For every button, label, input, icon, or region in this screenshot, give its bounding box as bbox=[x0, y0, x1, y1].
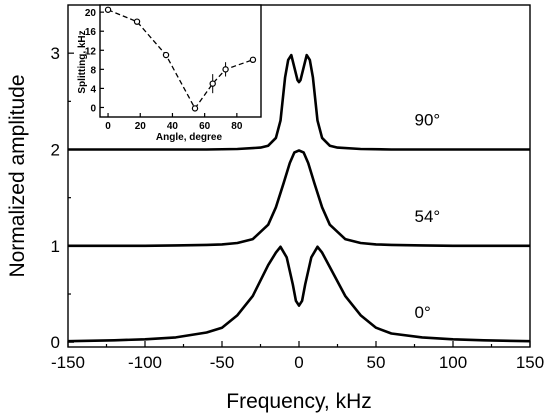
x-tick-label: 150 bbox=[516, 353, 544, 372]
inset-data-point bbox=[133, 18, 141, 25]
inset-splitting-series bbox=[104, 6, 257, 112]
curve-labels: 0° 54° 90° bbox=[415, 110, 441, 322]
inset-x-ticks: 0 20 40 60 80 bbox=[105, 113, 243, 132]
inset-plot-frame bbox=[99, 4, 262, 118]
inset-data-point bbox=[162, 51, 170, 59]
curve-label: 0° bbox=[415, 303, 431, 322]
inset-x-tick-label: 20 bbox=[135, 121, 147, 132]
inset-y-tick-label: 20 bbox=[85, 8, 97, 19]
inset-y-tick-label: 8 bbox=[90, 65, 96, 76]
y-tick-label: 3 bbox=[51, 44, 60, 63]
inset-data-point bbox=[222, 66, 229, 73]
y-axis-title: Normalized amplitude bbox=[6, 74, 29, 277]
inset-chart: 0 20 40 60 80 0 4 8 12 16 20 Angle, degree Splitt… bbox=[77, 4, 262, 143]
x-tick-label: -50 bbox=[210, 353, 235, 372]
inset-background bbox=[100, 5, 261, 117]
y-tick-label: 0 bbox=[51, 333, 60, 352]
inset-data-point bbox=[209, 80, 216, 87]
curve-label: 54° bbox=[415, 207, 441, 226]
inset-x-tick-label: 0 bbox=[105, 121, 111, 132]
spectra-curves bbox=[67, 53, 531, 343]
x-tick-label: 0 bbox=[294, 353, 303, 372]
inset-y-axis-title: Splitting, kHz bbox=[77, 30, 88, 93]
inset-x-axis-title: Angle, degree bbox=[156, 132, 223, 143]
x-tick-label: -100 bbox=[128, 353, 162, 372]
x-axis-title: Frequency, kHz bbox=[226, 390, 372, 413]
inset-data-point bbox=[249, 56, 257, 64]
inset-data-point bbox=[191, 105, 199, 112]
x-tick-label: -150 bbox=[51, 353, 85, 372]
inset-y-tick-label: 16 bbox=[85, 27, 97, 38]
inset-y-tick-label: 0 bbox=[90, 103, 96, 114]
inset-y-tick-label: 4 bbox=[90, 84, 96, 95]
x-tick-label: 100 bbox=[439, 353, 467, 372]
inset-x-tick-label: 40 bbox=[167, 121, 179, 132]
curve-label: 90° bbox=[415, 110, 441, 129]
inset-y-tick-label: 12 bbox=[85, 46, 97, 57]
x-axis-ticks: -150 -100 -50 0 50 100 150 bbox=[51, 341, 544, 372]
inset-data-point bbox=[104, 6, 112, 13]
spectrum-curve bbox=[68, 53, 530, 151]
spectrum-curve bbox=[68, 149, 530, 248]
x-tick-label: 50 bbox=[367, 353, 386, 372]
y-tick-label: 2 bbox=[51, 141, 60, 160]
inset-y-ticks: 0 4 8 12 16 20 bbox=[85, 8, 104, 114]
y-tick-label: 1 bbox=[51, 237, 60, 256]
y-axis-ticks: 0 1 2 3 bbox=[51, 44, 74, 352]
inset-x-tick-label: 60 bbox=[199, 121, 211, 132]
spectrum-curve bbox=[67, 245, 531, 343]
inset-x-tick-label: 80 bbox=[231, 121, 243, 132]
